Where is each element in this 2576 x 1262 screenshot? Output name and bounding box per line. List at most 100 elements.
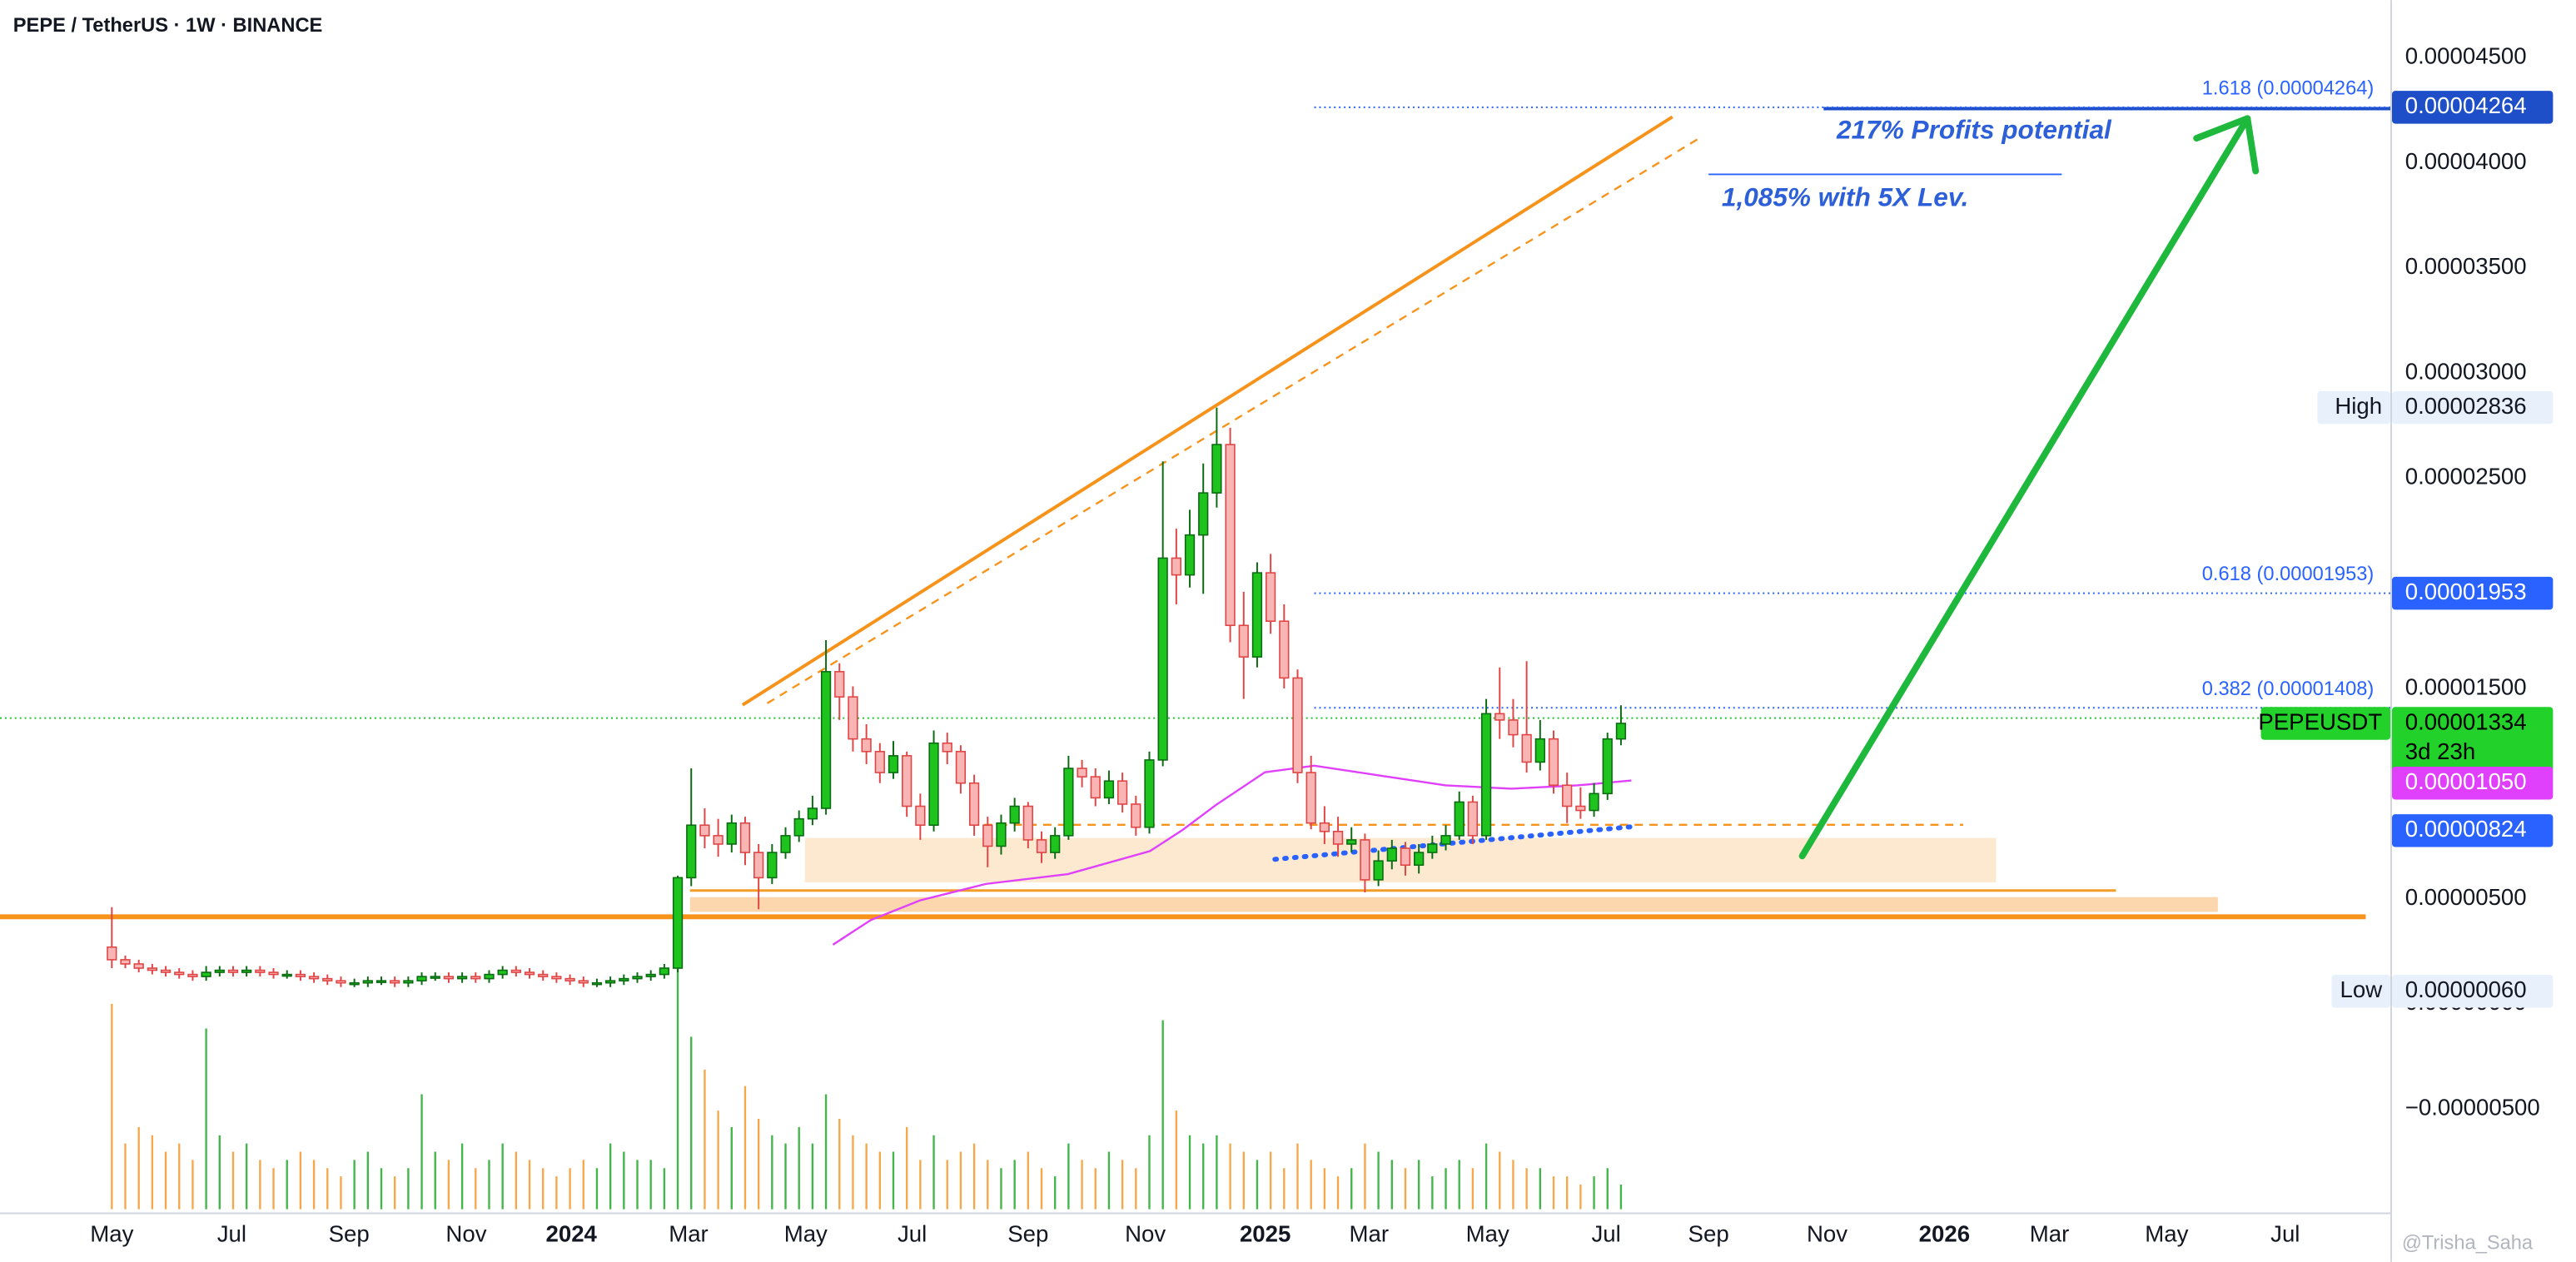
candle-body bbox=[524, 971, 535, 976]
x-tick-label: 2025 bbox=[1240, 1220, 1290, 1246]
x-tick-label: Mar bbox=[669, 1220, 709, 1246]
x-tick-label: Nov bbox=[1125, 1220, 1166, 1246]
price-badge-label: 0.00004264 bbox=[2405, 92, 2527, 118]
x-tick-label: Jul bbox=[2270, 1220, 2300, 1246]
x-tick-label: May bbox=[90, 1220, 133, 1246]
candle-body bbox=[1292, 677, 1303, 773]
candle-body bbox=[753, 852, 764, 879]
candle-body bbox=[564, 977, 575, 981]
candle-body bbox=[430, 976, 440, 979]
candle-body bbox=[1454, 801, 1465, 837]
candle-body bbox=[1575, 805, 1586, 812]
badge-name-bg bbox=[2317, 390, 2391, 425]
candle-body bbox=[1009, 805, 1020, 824]
candle-body bbox=[807, 807, 818, 820]
candle-body bbox=[470, 976, 481, 980]
candle-body bbox=[538, 973, 549, 977]
candle-body bbox=[1036, 839, 1047, 853]
candle-body bbox=[739, 822, 751, 853]
trendline-dashed bbox=[766, 136, 1703, 704]
candle-body bbox=[1400, 847, 1411, 867]
candle-body bbox=[295, 973, 306, 977]
candle-body bbox=[416, 976, 427, 981]
candle-body bbox=[497, 969, 508, 976]
candle-body bbox=[1211, 444, 1222, 494]
candle-body bbox=[322, 977, 333, 981]
candle-body bbox=[1144, 759, 1155, 828]
x-tick-label: Jul bbox=[898, 1220, 927, 1246]
projection-arrow bbox=[1798, 115, 2260, 860]
candle-body bbox=[1467, 801, 1479, 837]
candle-body bbox=[820, 671, 832, 809]
candle-body bbox=[1373, 860, 1384, 881]
candle-body bbox=[1131, 803, 1141, 828]
price-axis bbox=[2390, 0, 2576, 1262]
x-tick-label: Nov bbox=[1807, 1220, 1847, 1246]
candle-body bbox=[160, 969, 172, 973]
candle-body bbox=[187, 973, 198, 977]
candle-body bbox=[1534, 738, 1545, 763]
candle-body bbox=[672, 877, 684, 969]
candle-body bbox=[1090, 776, 1101, 799]
candle-body bbox=[780, 835, 791, 853]
x-tick-label: Mar bbox=[2030, 1220, 2070, 1246]
y-tick-label: 0.00004500 bbox=[2405, 43, 2527, 69]
fib-label: 0.618 (0.00001953) bbox=[2202, 564, 2375, 585]
candle-body bbox=[982, 824, 993, 847]
candle-body bbox=[968, 782, 980, 827]
candle-body bbox=[793, 817, 804, 837]
candle-body bbox=[227, 969, 239, 973]
candle-body bbox=[605, 980, 616, 984]
fib-label: 1.618 (0.00004264) bbox=[2202, 77, 2375, 99]
candle-body bbox=[1103, 780, 1115, 799]
candle-body bbox=[1615, 723, 1627, 740]
candle-body bbox=[1414, 852, 1425, 867]
candle-body bbox=[201, 971, 211, 977]
price-badge bbox=[2392, 766, 2554, 800]
y-tick-label: 0.00001500 bbox=[2405, 673, 2527, 699]
candle-body bbox=[1050, 835, 1061, 853]
candle-body bbox=[390, 980, 400, 984]
x-tick-label: 2026 bbox=[1919, 1220, 1970, 1246]
candle-body bbox=[834, 671, 845, 698]
y-tick-label: 0.00003000 bbox=[2405, 358, 2527, 384]
candle-body bbox=[578, 980, 589, 984]
badge-name: Low bbox=[2340, 976, 2383, 1002]
y-tick-label: 0.00002500 bbox=[2405, 464, 2527, 489]
candle-body bbox=[861, 738, 872, 753]
candle-body bbox=[632, 976, 643, 980]
candle-body bbox=[767, 852, 778, 879]
candle-body bbox=[955, 751, 967, 784]
price-badge bbox=[2392, 975, 2554, 1008]
candle-body bbox=[1157, 557, 1168, 761]
candle-body bbox=[996, 822, 1007, 847]
candle-body bbox=[281, 973, 292, 977]
candle-body bbox=[133, 963, 144, 969]
candle-body bbox=[1184, 534, 1196, 576]
x-tick-label: Mar bbox=[1350, 1220, 1390, 1246]
candle-body bbox=[1171, 557, 1181, 576]
x-tick-label: May bbox=[784, 1220, 828, 1246]
candle-body bbox=[686, 824, 697, 879]
chart-title: PEPE / TetherUS · 1W · BINANCE bbox=[13, 15, 323, 37]
candle-body bbox=[268, 971, 279, 976]
candle-body bbox=[1548, 738, 1559, 787]
x-tick-label: Nov bbox=[445, 1220, 486, 1246]
candle-body bbox=[1332, 831, 1344, 845]
candle-body bbox=[1116, 780, 1128, 805]
watermark: @Trisha_Saha bbox=[2402, 1232, 2534, 1254]
candle-body bbox=[1346, 839, 1357, 845]
price-badge-label: 0.00000060 bbox=[2405, 976, 2527, 1002]
y-tick-label: 0.00003500 bbox=[2405, 253, 2527, 279]
annotation: 1,085% with 5X Lev. bbox=[1722, 181, 1968, 211]
arrow-head bbox=[2193, 115, 2260, 175]
price-badge bbox=[2392, 576, 2554, 610]
price-badge bbox=[2392, 91, 2554, 124]
candle-body bbox=[1319, 822, 1330, 832]
candle-body bbox=[120, 959, 131, 965]
axes: 0.00004500 0.00004000 0.00003500 0.00003000… bbox=[90, 43, 2554, 1246]
candle-body bbox=[1360, 839, 1370, 881]
candle-body bbox=[1440, 835, 1451, 845]
fib-label: 0.382 (0.00001408) bbox=[2202, 678, 2375, 700]
candle-body bbox=[1279, 620, 1290, 679]
